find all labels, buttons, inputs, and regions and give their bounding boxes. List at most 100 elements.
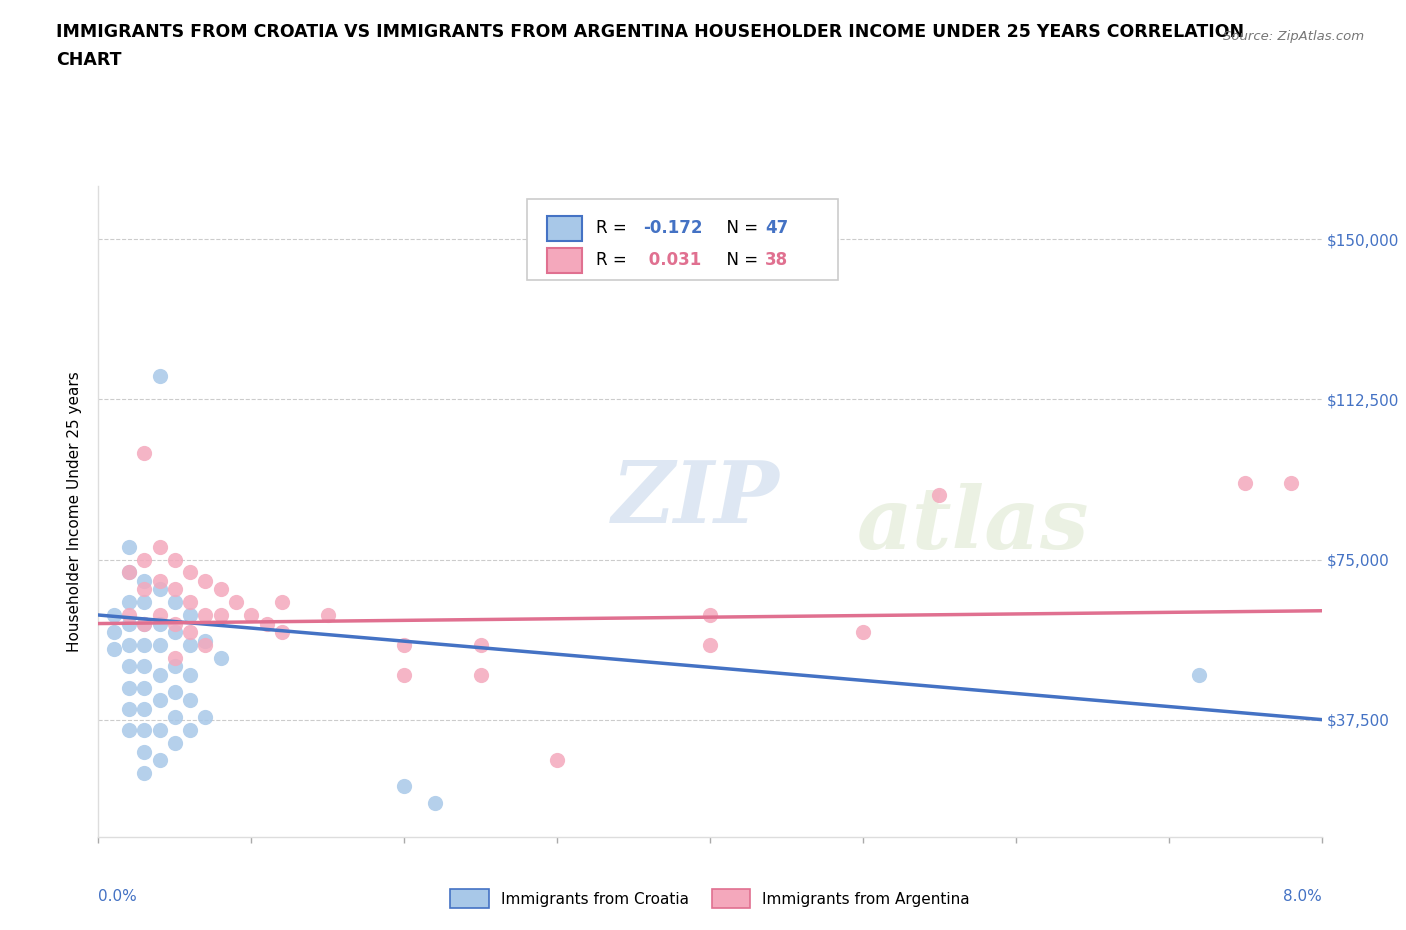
Point: [163, 710, 186, 724]
FancyBboxPatch shape: [526, 199, 838, 281]
Point: [149, 637, 172, 652]
Point: [134, 616, 156, 631]
Point: [134, 637, 156, 652]
Point: [1188, 668, 1211, 683]
Point: [149, 668, 172, 683]
Point: [163, 684, 186, 699]
Point: [118, 539, 141, 554]
Text: R =: R =: [596, 251, 633, 270]
Text: ZIP: ZIP: [612, 457, 780, 540]
Point: [1279, 475, 1302, 490]
Point: [118, 595, 141, 610]
Point: [103, 642, 125, 657]
Point: [149, 574, 172, 589]
Text: 38: 38: [765, 251, 789, 270]
Text: 0.0%: 0.0%: [98, 889, 138, 904]
Point: [118, 616, 141, 631]
Text: Source: ZipAtlas.com: Source: ZipAtlas.com: [1223, 30, 1364, 43]
Point: [134, 680, 156, 695]
Point: [209, 650, 232, 665]
Text: 8.0%: 8.0%: [1282, 889, 1322, 904]
Point: [392, 637, 416, 652]
Point: [134, 552, 156, 567]
Legend: Immigrants from Croatia, Immigrants from Argentina: Immigrants from Croatia, Immigrants from…: [444, 884, 976, 914]
Point: [149, 723, 172, 737]
Text: 47: 47: [765, 219, 789, 237]
Point: [179, 693, 201, 708]
Point: [149, 368, 172, 383]
Point: [179, 595, 201, 610]
Point: [209, 607, 232, 622]
Point: [118, 565, 141, 579]
Point: [118, 565, 141, 579]
Point: [118, 637, 141, 652]
FancyBboxPatch shape: [547, 216, 582, 241]
Point: [270, 625, 294, 640]
Text: CHART: CHART: [56, 51, 122, 69]
Point: [118, 658, 141, 673]
Point: [423, 795, 446, 810]
Point: [118, 607, 141, 622]
Point: [179, 607, 201, 622]
Point: [134, 701, 156, 716]
Point: [118, 723, 141, 737]
Point: [1234, 475, 1257, 490]
Point: [316, 607, 339, 622]
Point: [163, 736, 186, 751]
Point: [179, 668, 201, 683]
Point: [163, 625, 186, 640]
Point: [225, 595, 247, 610]
Point: [103, 607, 125, 622]
Point: [149, 607, 172, 622]
Point: [179, 565, 201, 579]
Text: IMMIGRANTS FROM CROATIA VS IMMIGRANTS FROM ARGENTINA HOUSEHOLDER INCOME UNDER 25: IMMIGRANTS FROM CROATIA VS IMMIGRANTS FR…: [56, 23, 1244, 41]
Point: [194, 710, 217, 724]
Point: [852, 625, 875, 640]
Point: [194, 607, 217, 622]
Point: [134, 574, 156, 589]
Point: [163, 650, 186, 665]
Point: [699, 607, 721, 622]
Point: [163, 616, 186, 631]
Point: [179, 723, 201, 737]
Text: -0.172: -0.172: [643, 219, 702, 237]
Point: [928, 488, 950, 503]
Point: [163, 552, 186, 567]
Point: [134, 582, 156, 597]
Point: [470, 668, 492, 683]
Point: [256, 616, 278, 631]
Point: [134, 445, 156, 460]
Point: [546, 752, 568, 767]
Point: [194, 637, 217, 652]
Point: [134, 765, 156, 780]
Point: [392, 668, 416, 683]
Point: [134, 658, 156, 673]
Point: [270, 595, 294, 610]
Text: atlas: atlas: [856, 483, 1090, 566]
Point: [149, 752, 172, 767]
Y-axis label: Householder Income Under 25 years: Householder Income Under 25 years: [67, 371, 83, 652]
Point: [470, 637, 492, 652]
Point: [134, 723, 156, 737]
Point: [699, 637, 721, 652]
Point: [392, 778, 416, 793]
Point: [194, 633, 217, 648]
Point: [163, 595, 186, 610]
Point: [134, 744, 156, 759]
FancyBboxPatch shape: [547, 248, 582, 272]
Point: [134, 595, 156, 610]
Text: 0.031: 0.031: [643, 251, 702, 270]
Point: [163, 582, 186, 597]
Point: [179, 637, 201, 652]
Text: R =: R =: [596, 219, 633, 237]
Point: [149, 582, 172, 597]
Point: [118, 680, 141, 695]
Point: [149, 616, 172, 631]
Point: [134, 616, 156, 631]
Point: [149, 539, 172, 554]
Text: N =: N =: [716, 251, 763, 270]
Text: N =: N =: [716, 219, 763, 237]
Point: [103, 625, 125, 640]
Point: [179, 625, 201, 640]
Point: [163, 658, 186, 673]
